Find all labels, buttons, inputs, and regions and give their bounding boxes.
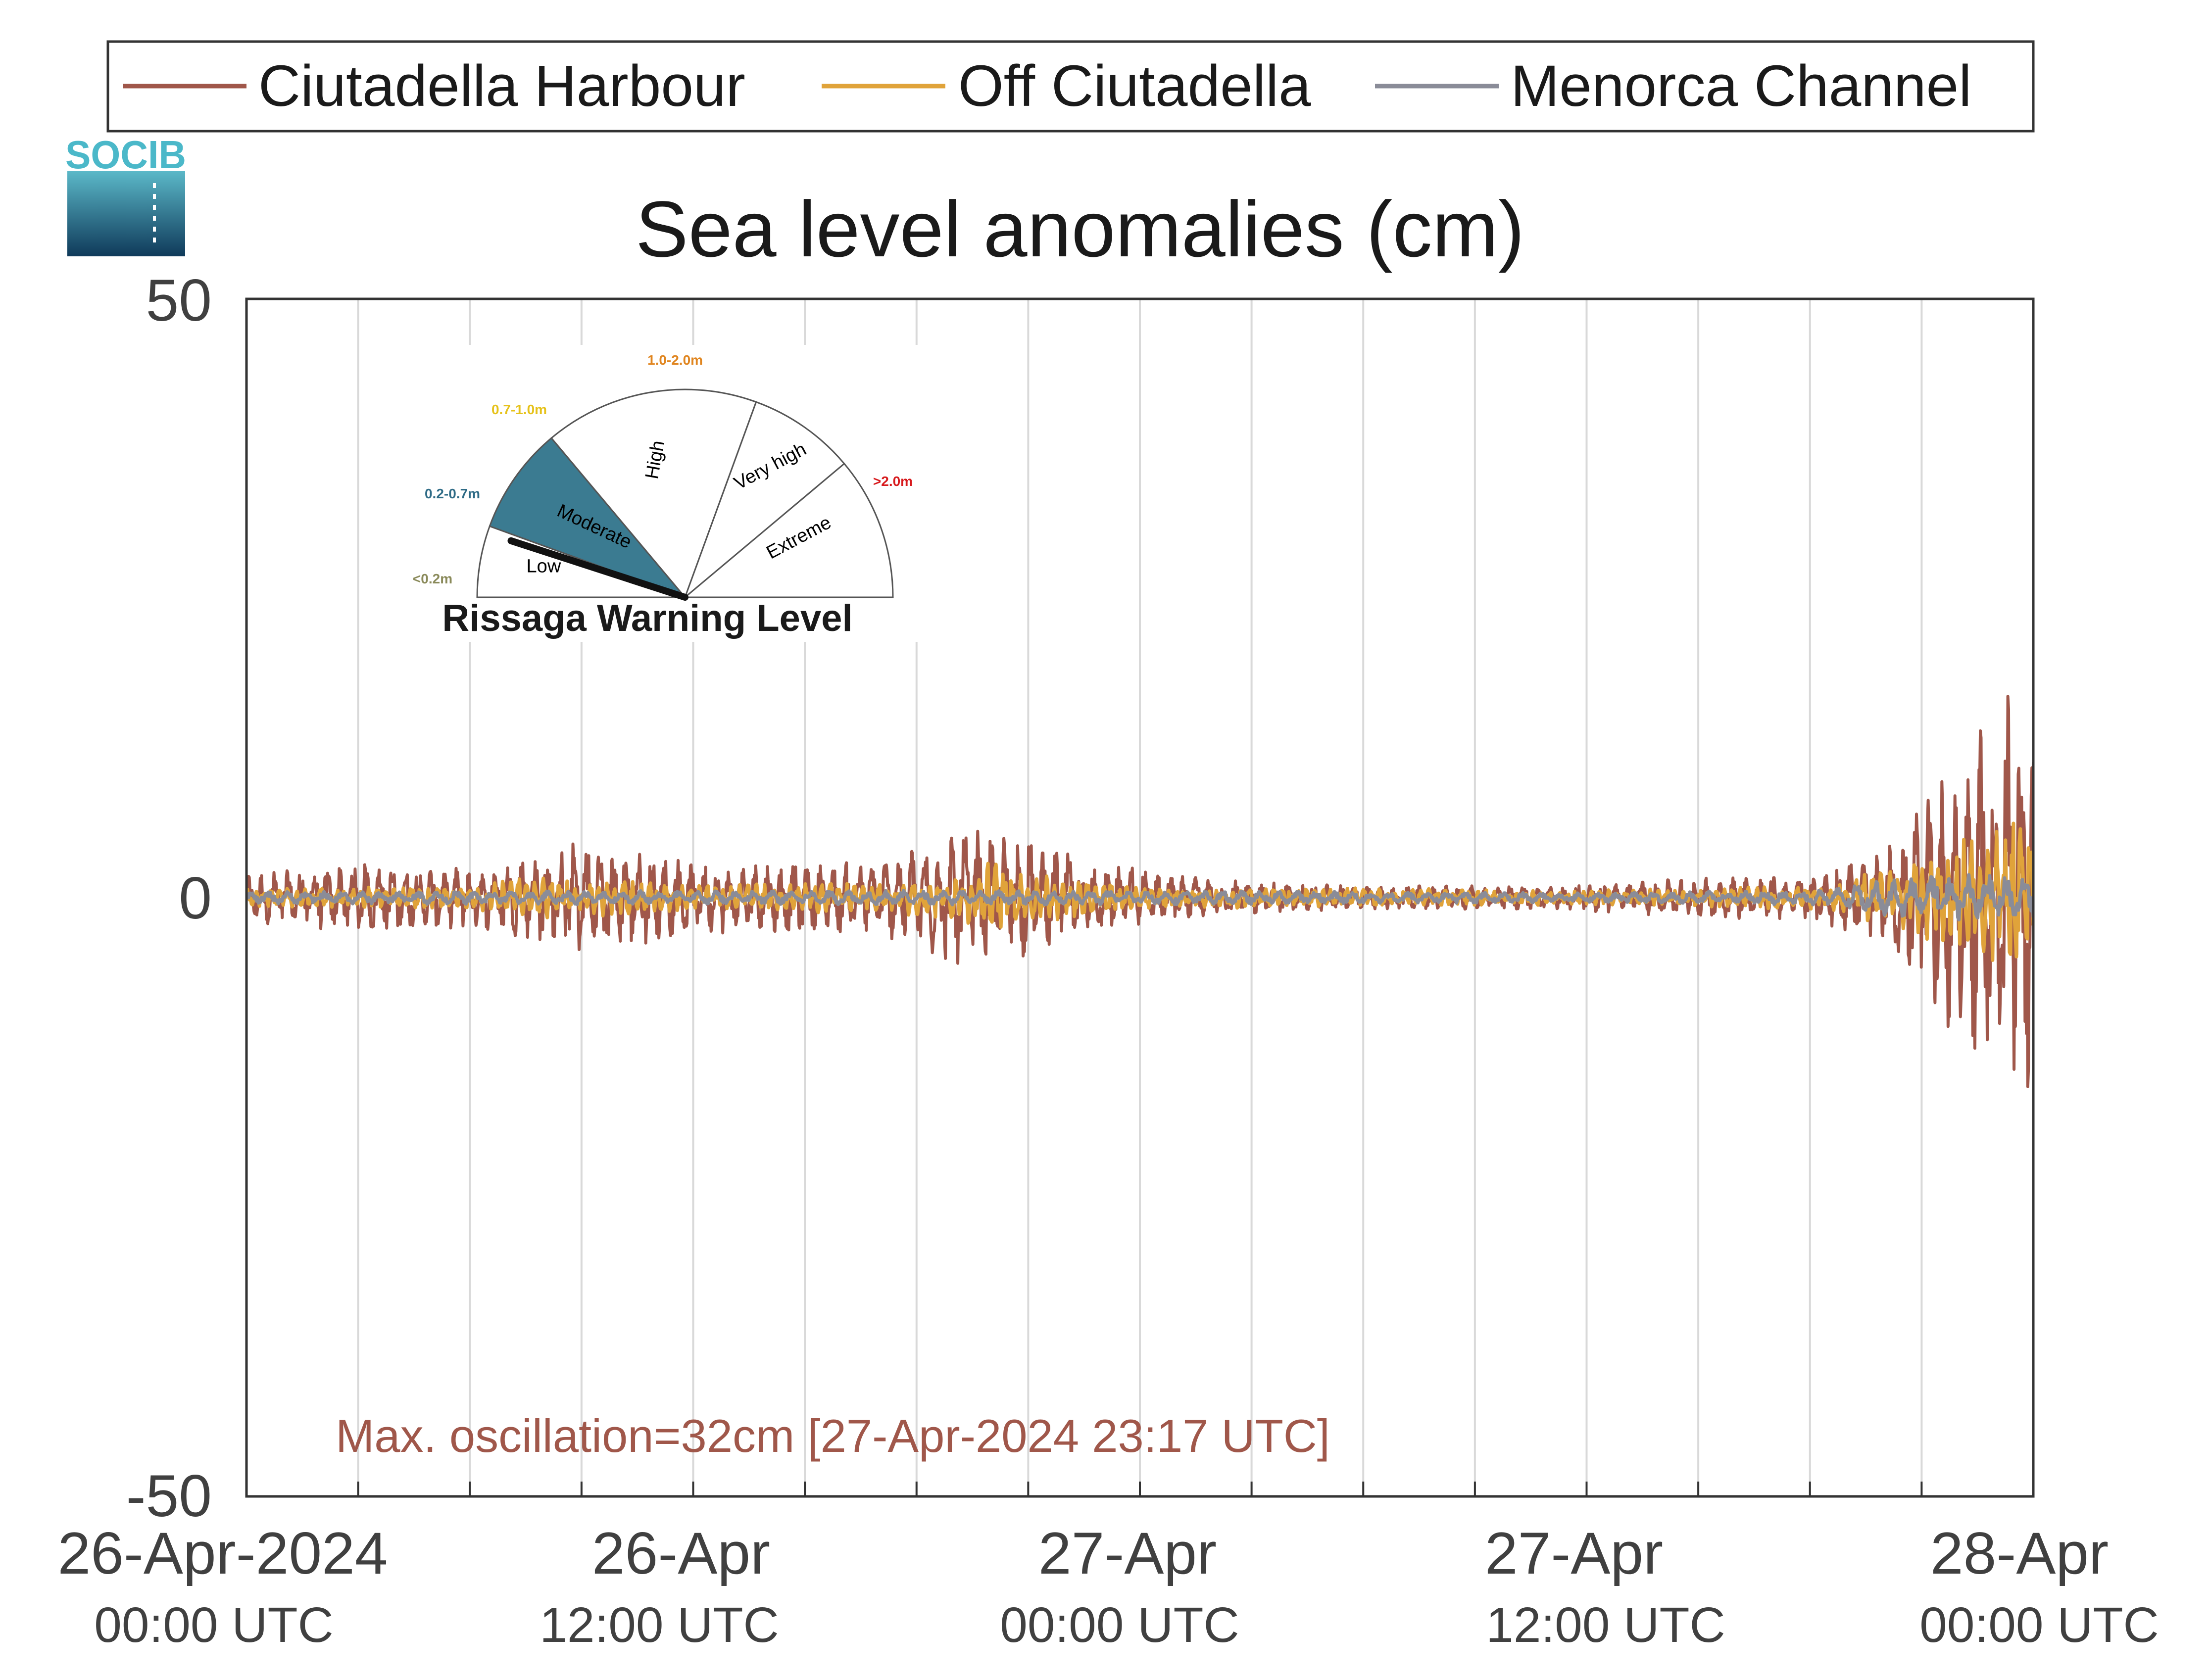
x-tick-time: 00:00 UTC [1000, 1597, 1239, 1653]
x-tick-date: 28-Apr [1930, 1520, 2109, 1586]
y-tick-label: 50 [146, 267, 212, 334]
chart-title: Sea level anomalies (cm) [636, 185, 1524, 273]
series-line-menorca-channel [246, 873, 2033, 922]
y-tick-label: 0 [179, 865, 212, 931]
gauge-range-label: 0.7-1.0m [491, 402, 547, 417]
legend-box [106, 40, 2035, 133]
socib-logo: SOCIB [65, 133, 186, 256]
gauge-range-labels: <0.2m 0.2-0.7m 0.7-1.0m 1.0-2.0m >2.0m [413, 352, 913, 586]
gauge-sector-moderate [489, 437, 687, 599]
series-layer [246, 695, 2033, 1088]
x-tick-time: 00:00 UTC [1919, 1597, 2159, 1653]
gauge-sector-very-high [683, 401, 845, 600]
gauge-category-label: Low [527, 556, 561, 577]
gauge-sector-extreme [683, 462, 894, 598]
x-tick-date: 26-Apr-2024 [57, 1520, 388, 1586]
x-tick-time: 12:00 UTC [1486, 1597, 1725, 1653]
gauge-needle [507, 537, 688, 601]
gauge-range-label: <0.2m [413, 571, 452, 586]
gauge-range-label: 0.2-0.7m [425, 486, 480, 501]
y-axis: 50 0 -50 [126, 267, 212, 1529]
legend-entry-ciutadella-harbour: Ciutadella Harbour [123, 53, 745, 119]
x-tick-date: 26-Apr [592, 1520, 770, 1586]
x-tick-marks [357, 1482, 1923, 1496]
x-tick-time: 12:00 UTC [540, 1597, 779, 1653]
gauge-sector-high [550, 388, 757, 599]
legend-label: Ciutadella Harbour [258, 53, 745, 119]
x-tick-time: 00:00 UTC [94, 1597, 334, 1653]
gauge-title: Rissaga Warning Level [442, 597, 852, 639]
socib-logo-text: SOCIB [65, 133, 186, 177]
x-tick-date: 27-Apr [1038, 1520, 1217, 1586]
y-tick-label: -50 [126, 1463, 212, 1529]
x-tick-date: 27-Apr [1485, 1520, 1663, 1586]
legend-label: Menorca Channel [1511, 53, 1971, 119]
gauge-sectors [476, 388, 894, 600]
x-axis: 26-Apr-2024 00:00 UTC 26-Apr 12:00 UTC 2… [57, 1520, 2159, 1653]
max-oscillation-annotation: Max. oscillation=32cm [27-Apr-2024 23:17… [336, 1410, 1330, 1462]
gauge-range-label: >2.0m [873, 474, 913, 489]
legend-entry-off-ciutadella: Off Ciutadella [822, 53, 1311, 119]
legend-label: Off Ciutadella [958, 53, 1311, 119]
legend-entry-menorca-channel: Menorca Channel [1375, 53, 1971, 119]
legend: Ciutadella Harbour Off Ciutadella Menorc… [106, 40, 2035, 133]
gauge-range-label: 1.0-2.0m [647, 352, 703, 368]
